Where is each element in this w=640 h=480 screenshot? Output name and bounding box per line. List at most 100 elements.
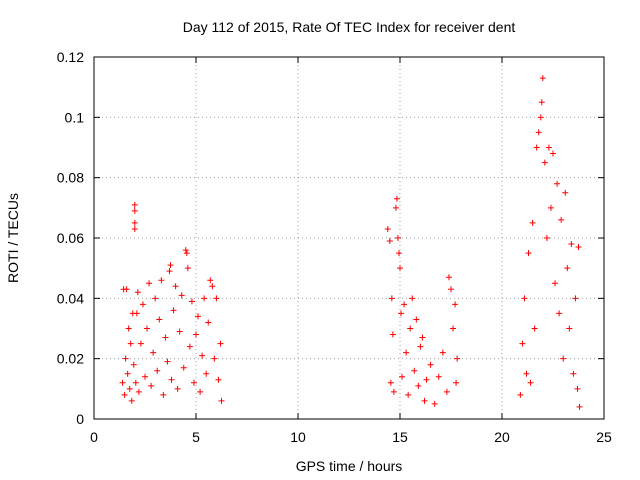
data-point (403, 349, 410, 356)
data-point (186, 343, 193, 350)
data-point (201, 295, 208, 302)
data-point (137, 340, 144, 347)
data-point (144, 325, 151, 332)
data-point (445, 274, 452, 281)
data-point (413, 316, 420, 323)
data-point (119, 379, 126, 386)
data-point (552, 280, 559, 287)
data-point (217, 340, 224, 347)
data-point (180, 364, 187, 371)
data-point (133, 310, 140, 317)
data-point (394, 235, 401, 241)
data-point (160, 391, 167, 398)
data-point (570, 370, 577, 377)
data-point (575, 244, 582, 251)
data-point (184, 265, 191, 272)
data-point (576, 403, 583, 410)
data-point (193, 331, 199, 338)
data-point (389, 331, 396, 338)
data-point (535, 129, 542, 136)
data-point (150, 349, 157, 356)
data-point (203, 370, 210, 377)
y-tick-label: 0.08 (57, 170, 84, 186)
data-point (388, 295, 395, 302)
data-point (131, 225, 138, 232)
data-point (142, 373, 148, 380)
data-point (527, 379, 534, 386)
data-point (154, 367, 161, 374)
data-point (134, 289, 141, 296)
data-point (448, 286, 454, 293)
y-tick-label: 0.06 (57, 230, 84, 246)
data-point (178, 292, 185, 299)
data-point (417, 343, 424, 350)
data-point (390, 388, 397, 395)
data-point (450, 325, 457, 332)
data-point (211, 355, 218, 362)
data-point (190, 379, 197, 386)
data-point (121, 391, 128, 398)
data-point (148, 382, 155, 389)
data-point (207, 277, 214, 284)
data-point (519, 340, 526, 347)
x-tick-label: 10 (290, 429, 306, 445)
data-point (176, 328, 183, 335)
data-point (568, 241, 575, 248)
data-point (419, 334, 426, 341)
data-point (521, 295, 528, 302)
y-tick-label: 0.02 (57, 351, 84, 367)
data-point (435, 373, 442, 380)
data-point (131, 219, 138, 226)
data-point (554, 180, 561, 187)
data-point (384, 225, 391, 232)
data-point (182, 247, 189, 254)
data-point (398, 310, 405, 317)
data-point (525, 250, 532, 257)
data-point (517, 391, 524, 398)
data-point (443, 388, 450, 395)
x-tick-label: 25 (596, 429, 612, 445)
data-point (139, 301, 146, 308)
chart-title: Day 112 of 2015, Rate Of TEC Index for r… (183, 19, 516, 35)
data-point (183, 250, 190, 257)
data-point (131, 201, 138, 208)
axis-ticks: 0 5 10 15 20 25 0 0.02 0.04 0.06 0.08 0.1 0.12 (57, 49, 612, 445)
data-point (205, 319, 212, 326)
data-point (164, 358, 171, 365)
data-point (539, 75, 546, 82)
data-point (439, 349, 446, 356)
x-axis-label: GPS time / hours (296, 458, 403, 474)
data-point (562, 189, 569, 196)
data-point (215, 376, 222, 383)
data-point (411, 367, 418, 374)
x-tick-label: 20 (494, 429, 510, 445)
data-point (529, 219, 536, 226)
y-tick-label: 0.12 (57, 49, 84, 65)
data-point (543, 235, 550, 241)
data-point (209, 283, 216, 290)
data-point (124, 370, 131, 377)
data-point (399, 373, 406, 380)
data-point (574, 385, 581, 392)
data-point (131, 207, 138, 214)
data-point (409, 295, 416, 302)
data-point (401, 301, 408, 308)
data-point (572, 295, 579, 302)
data-point (162, 334, 169, 341)
data-point (188, 298, 195, 305)
data-point (423, 376, 430, 383)
data-point (168, 376, 175, 383)
data-point (545, 144, 552, 151)
grid-lines (94, 57, 604, 419)
data-point (130, 361, 137, 368)
data-point (523, 370, 530, 377)
data-point (195, 313, 202, 320)
data-point (415, 382, 422, 389)
data-point (452, 301, 459, 308)
data-point (392, 204, 399, 211)
data-point (387, 379, 394, 386)
data-point (156, 316, 163, 323)
y-tick-label: 0.1 (65, 109, 85, 125)
data-point (127, 340, 134, 347)
